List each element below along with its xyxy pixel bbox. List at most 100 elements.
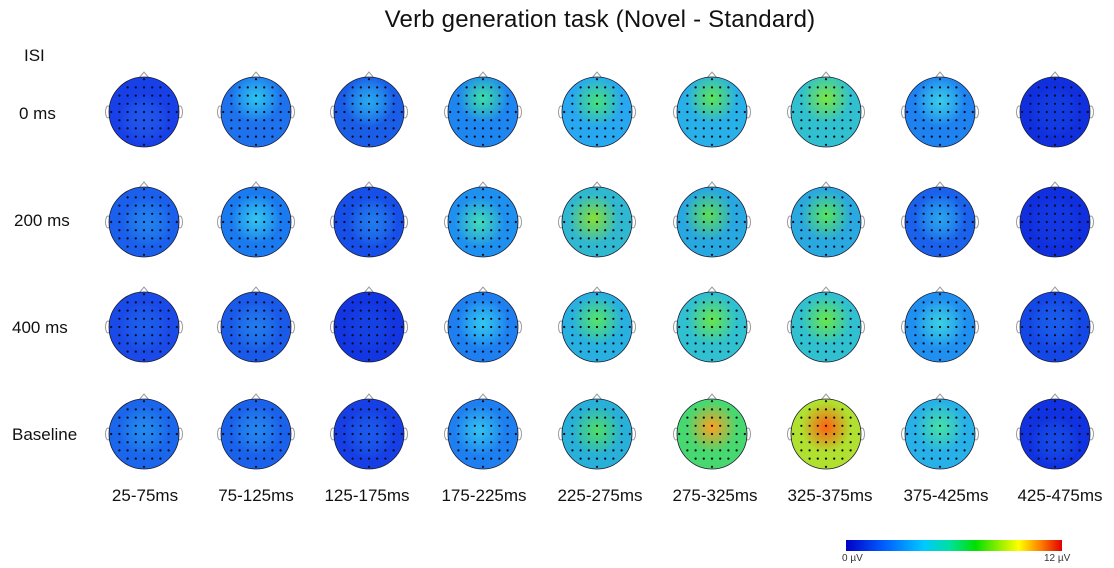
- col-label-225-275: 225-275ms: [557, 486, 643, 505]
- electrode-grid: [222, 293, 290, 361]
- row-label-400ms: 400 ms: [12, 318, 68, 337]
- topomap-1-3: [444, 181, 522, 258]
- row-label-0ms: 0 ms: [19, 104, 56, 123]
- head-outline: [790, 186, 862, 258]
- topomap-0-8: [1016, 71, 1094, 148]
- electrode-grid: [449, 400, 517, 468]
- topomap-3-0: [105, 393, 183, 470]
- head-outline: [676, 76, 748, 148]
- nose-outline: [1049, 181, 1061, 189]
- figure-title: Verb generation task (Novel - Standard): [384, 6, 816, 33]
- topomap-3-7: [901, 393, 979, 470]
- topomap-0-3: [444, 71, 522, 148]
- head-outline: [333, 76, 405, 148]
- head-outline: [904, 76, 976, 148]
- head-outline: [561, 291, 633, 363]
- nose-outline: [591, 181, 603, 189]
- head-outline: [1019, 186, 1091, 258]
- electrode-grid: [678, 188, 746, 256]
- nose-outline: [706, 181, 718, 189]
- electrode-grid: [906, 400, 974, 468]
- nose-outline: [138, 71, 150, 79]
- electrode-grid: [222, 400, 290, 468]
- head-outline: [220, 76, 292, 148]
- electrode-grid: [1021, 188, 1089, 256]
- head-outline: [220, 398, 292, 470]
- nose-outline: [250, 71, 262, 79]
- topomap-1-4: [558, 181, 636, 258]
- electrode-grid: [335, 293, 403, 361]
- electrode-grid: [335, 400, 403, 468]
- nose-outline: [820, 181, 832, 189]
- nose-outline: [706, 71, 718, 79]
- head-outline: [220, 186, 292, 258]
- head-outline: [561, 398, 633, 470]
- nose-outline: [1049, 71, 1061, 79]
- nose-outline: [591, 393, 603, 401]
- nose-outline: [138, 181, 150, 189]
- head-outline: [1019, 398, 1091, 470]
- head-outline: [108, 291, 180, 363]
- electrode-grid: [563, 400, 631, 468]
- topomap-3-2: [330, 393, 408, 470]
- nose-outline: [250, 181, 262, 189]
- row-label-baseline: Baseline: [12, 425, 78, 444]
- nose-outline: [820, 286, 832, 294]
- topomap-2-8: [1016, 286, 1094, 363]
- head-outline: [447, 398, 519, 470]
- colorbar-min-label: 0 µV: [842, 553, 863, 564]
- nose-outline: [706, 286, 718, 294]
- topomap-1-5: [673, 181, 751, 258]
- electrode-grid: [563, 188, 631, 256]
- electrode-grid: [906, 188, 974, 256]
- topomap-0-5: [673, 71, 751, 148]
- head-outline: [904, 398, 976, 470]
- col-label-325-375: 325-375ms: [787, 486, 873, 505]
- col-label-425-475: 425-475ms: [1017, 486, 1103, 505]
- electrode-grid: [678, 78, 746, 146]
- topomap-3-6: [787, 393, 865, 470]
- head-outline: [561, 76, 633, 148]
- electrode-grid: [906, 293, 974, 361]
- nose-outline: [591, 286, 603, 294]
- electrode-grid: [110, 188, 178, 256]
- electrode-grid: [678, 400, 746, 468]
- head-outline: [790, 76, 862, 148]
- electrode-grid: [792, 188, 860, 256]
- topomap-2-5: [673, 286, 751, 363]
- electrode-grid: [792, 78, 860, 146]
- head-outline: [676, 186, 748, 258]
- head-outline: [676, 291, 748, 363]
- nose-outline: [477, 286, 489, 294]
- electrode-grid: [110, 400, 178, 468]
- electrode-grid: [449, 78, 517, 146]
- electrode-grid: [449, 293, 517, 361]
- electrode-grid: [110, 293, 178, 361]
- electrode-grid: [335, 188, 403, 256]
- electrode-grid: [678, 293, 746, 361]
- electrode-grid: [1021, 293, 1089, 361]
- electrode-grid: [906, 78, 974, 146]
- nose-outline: [820, 393, 832, 401]
- topomap-0-0: [105, 71, 183, 148]
- head-outline: [108, 76, 180, 148]
- nose-outline: [934, 181, 946, 189]
- topomap-3-4: [558, 393, 636, 470]
- colorbar-max-label: 12 µV: [1044, 553, 1071, 564]
- topomap-1-0: [105, 181, 183, 258]
- electrode-grid: [1021, 78, 1089, 146]
- electrode-grid: [335, 78, 403, 146]
- electrode-grid: [222, 188, 290, 256]
- col-label-175-225: 175-225ms: [441, 486, 527, 505]
- head-outline: [333, 291, 405, 363]
- topomap-0-4: [558, 71, 636, 148]
- head-outline: [333, 186, 405, 258]
- topomap-3-1: [217, 393, 295, 470]
- electrode-grid: [222, 78, 290, 146]
- col-label-75-125: 75-125ms: [218, 486, 294, 505]
- topomap-2-6: [787, 286, 865, 363]
- nose-outline: [477, 181, 489, 189]
- electrode-grid: [1021, 400, 1089, 468]
- topomap-2-0: [105, 286, 183, 363]
